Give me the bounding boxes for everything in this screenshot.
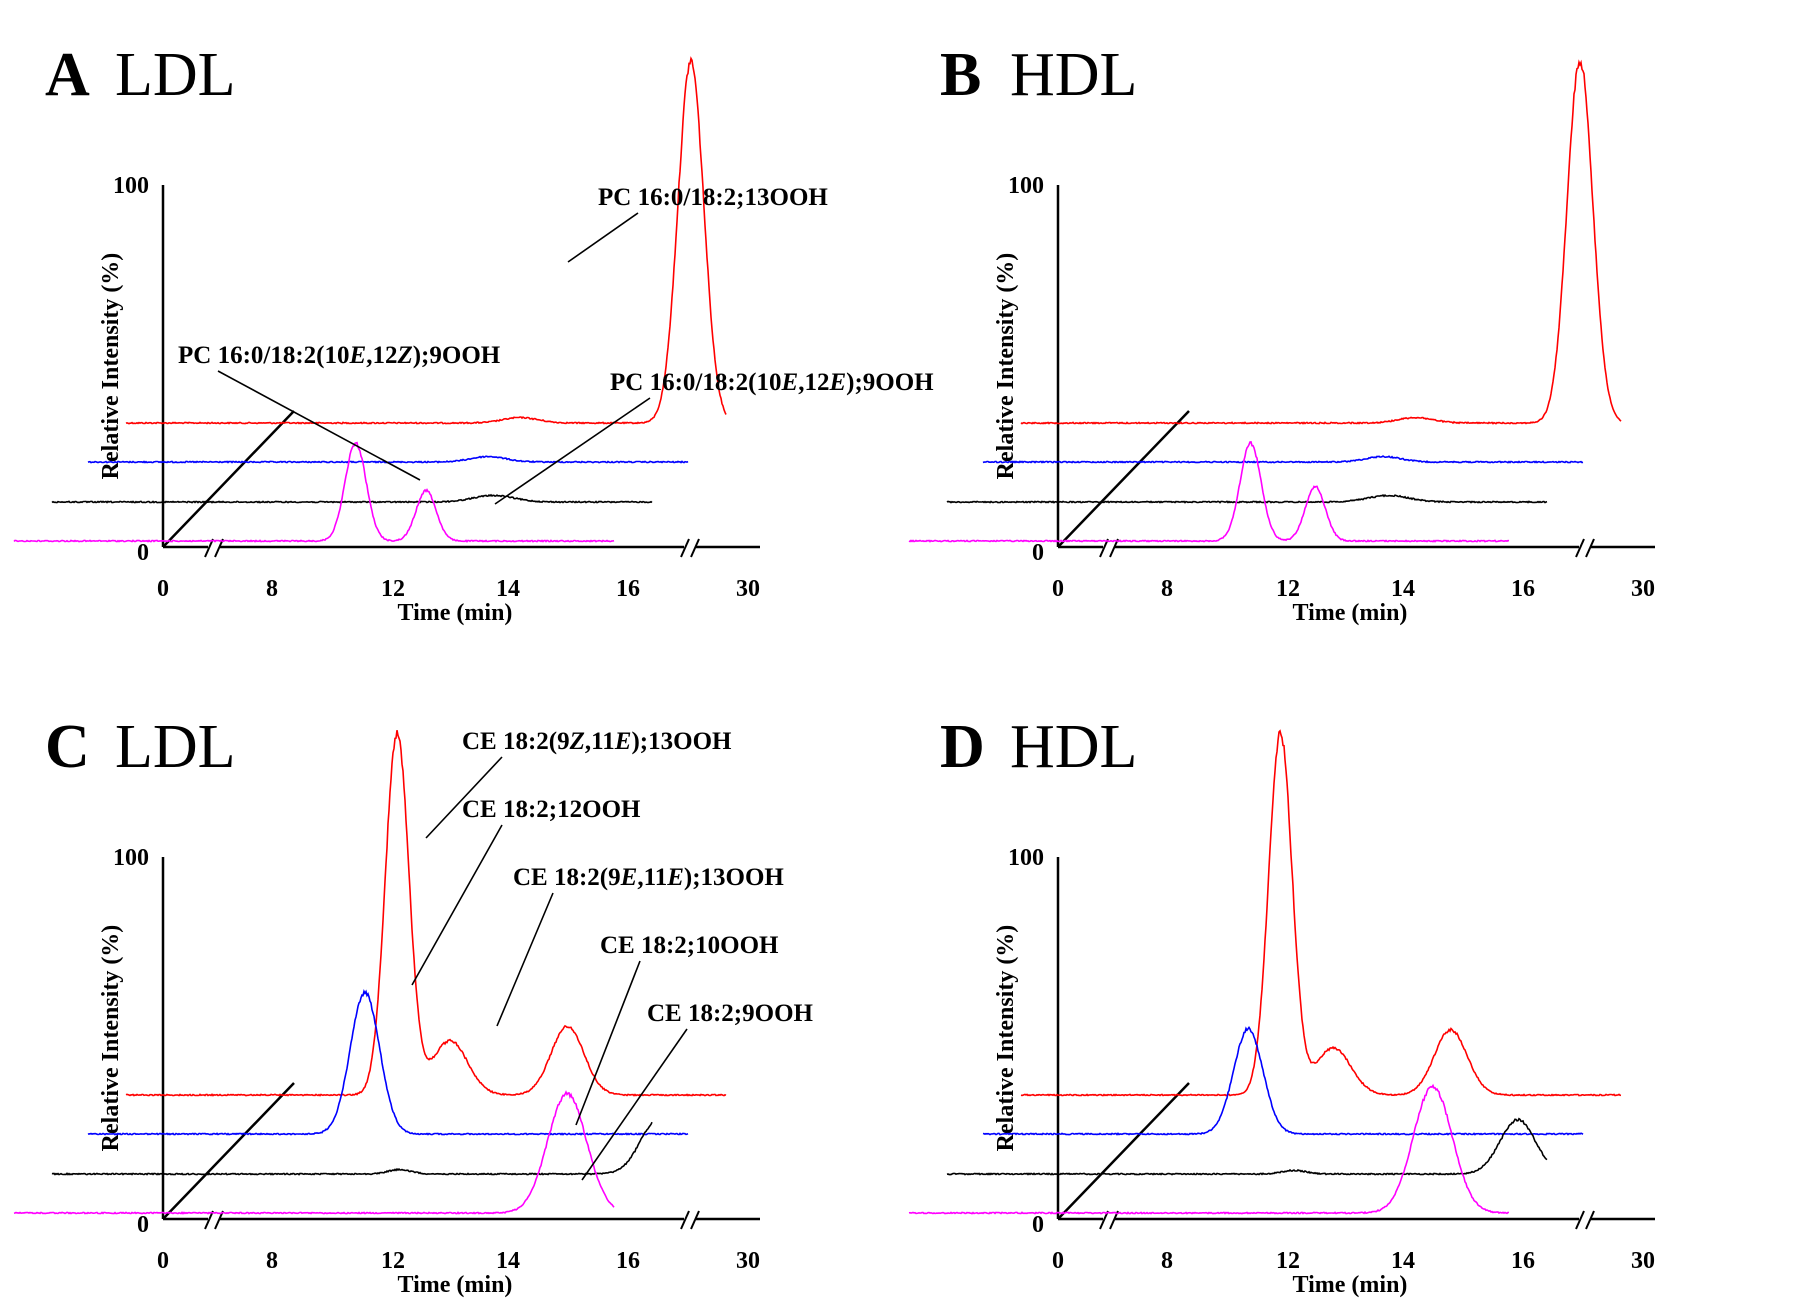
chromatogram-trace-2 (982, 455, 1584, 464)
x-tick-label: 8 (266, 1248, 278, 1274)
chromatogram-trace-3 (51, 493, 653, 504)
chromatogram-trace-1 (125, 56, 727, 425)
panel-letter: D (940, 713, 985, 781)
x-tick-label: 30 (1631, 1248, 1655, 1274)
x-tick-label: 14 (496, 576, 520, 602)
y-tick-label: 100 (113, 845, 149, 871)
x-axis-title: Time (min) (1293, 600, 1408, 626)
y-tick-label: 100 (1008, 845, 1044, 871)
x-tick-label: 0 (157, 1248, 169, 1274)
axis-break-mark (680, 538, 700, 558)
peak-annotation-label: CE 18:2(9Z,11E);13OOH (462, 728, 732, 755)
annotation-leader-line (411, 824, 503, 986)
panel-d: D HDL 100 00 8 12 14 16 30 Time (min) Relative Int… (908, 713, 1655, 1298)
x-tick-label: 30 (1631, 576, 1655, 602)
peak-annotation-label: CE 18:2;10OOH (600, 932, 779, 959)
annotation-leader-line (494, 397, 651, 505)
axis-break-mark (1099, 538, 1119, 558)
x-tick-label: 14 (496, 1248, 520, 1274)
x-tick-label: 16 (1511, 1248, 1535, 1274)
chromatogram-trace-3 (946, 1117, 1548, 1176)
peak-annotation-label: CE 18:2(9E,11E);13OOH (513, 864, 784, 891)
panel-letter: B (940, 41, 981, 109)
annotation-leader-line (425, 756, 503, 839)
chromatogram-trace-2 (87, 988, 689, 1136)
axis-break-mark (204, 538, 224, 558)
y-tick-label: 0 (1032, 1212, 1044, 1238)
y-axis-title: Relative Intensity (%) (98, 253, 124, 480)
x-axis-title: Time (min) (398, 600, 513, 626)
y-axis-title: Relative Intensity (%) (993, 253, 1019, 480)
x-tick-label: 14 (1391, 1248, 1415, 1274)
y-tick-label: 0 (137, 540, 149, 566)
chromatogram-trace-2 (87, 455, 689, 464)
panel-letter: A (45, 41, 90, 109)
x-axis-title: Time (min) (398, 1272, 513, 1298)
peak-annotation-label: PC 16:0/18:2;13OOH (598, 184, 828, 211)
x-tick-label: 12 (1276, 1248, 1300, 1274)
x-tick-label: 14 (1391, 576, 1415, 602)
peak-annotation-label: CE 18:2;12OOH (462, 796, 641, 823)
axis-break-mark (1099, 1210, 1119, 1230)
chromatogram-trace-3 (946, 493, 1548, 504)
chromatogram-trace-1 (1020, 729, 1622, 1097)
depth-axis (162, 1082, 295, 1220)
x-tick-label: 30 (736, 576, 760, 602)
peak-annotation-label: PC 16:0/18:2(10E,12E);9OOH (610, 369, 934, 396)
panel-title: LDL (115, 41, 236, 109)
x-tick-label: 16 (1511, 576, 1535, 602)
chromatogram-trace-3 (51, 1121, 653, 1176)
panel-c: C LDL 100 00 8 12 14 16 30 Time (min) Relative Int… (13, 713, 814, 1298)
panel-title: LDL (115, 713, 236, 781)
panel-title: HDL (1010, 713, 1137, 781)
x-tick-label: 16 (616, 576, 640, 602)
panel-b: B HDL 100 00 8 12 14 16 30 Time (min) Relative Int… (908, 41, 1655, 626)
y-axis-title: Relative Intensity (%) (98, 925, 124, 1152)
annotation-leader-line (581, 1028, 688, 1181)
x-tick-label: 12 (381, 1248, 405, 1274)
axis-break-mark (680, 1210, 700, 1230)
axis-break-mark (204, 1210, 224, 1230)
chromatogram-trace-2 (982, 1026, 1584, 1136)
depth-axis (1057, 410, 1190, 548)
x-tick-label: 12 (1276, 576, 1300, 602)
axis-break-mark (1575, 538, 1595, 558)
y-tick-label: 100 (113, 173, 149, 199)
depth-axis (1057, 1082, 1190, 1220)
axis-break-mark (1575, 1210, 1595, 1230)
chromatogram-trace-1 (125, 730, 727, 1097)
x-tick-label: 12 (381, 576, 405, 602)
chromatogram-trace-4 (13, 1090, 615, 1215)
chromatogram-trace-1 (1020, 59, 1622, 425)
chromatogram-trace-4 (13, 441, 615, 543)
annotation-leader-line (217, 370, 421, 481)
annotation-leader-line (567, 212, 639, 263)
y-tick-label: 100 (1008, 173, 1044, 199)
chromatogram-trace-4 (908, 1083, 1510, 1215)
annotation-leader-line (575, 960, 641, 1126)
x-tick-label: 16 (616, 1248, 640, 1274)
peak-annotation-label: CE 18:2;9OOH (647, 1000, 814, 1027)
x-tick-label: 8 (1161, 1248, 1173, 1274)
x-tick-label: 8 (1161, 576, 1173, 602)
panel-title: HDL (1010, 41, 1137, 109)
x-axis-title: Time (min) (1293, 1272, 1408, 1298)
x-tick-label: 30 (736, 1248, 760, 1274)
panel-a: A LDL 100 00 8 12 14 16 30 Time (min) Relative Int… (13, 41, 934, 626)
peak-annotation-label: PC 16:0/18:2(10E,12Z);9OOH (178, 342, 501, 369)
y-axis-title: Relative Intensity (%) (993, 925, 1019, 1152)
chromatogram-trace-4 (908, 441, 1510, 543)
y-tick-label: 0 (137, 1212, 149, 1238)
annotation-leader-line (496, 892, 554, 1027)
x-tick-label: 0 (157, 576, 169, 602)
panel-letter: C (45, 713, 90, 781)
x-tick-label: 0 (1052, 1248, 1064, 1274)
y-tick-label: 0 (1032, 540, 1044, 566)
depth-axis (162, 410, 295, 548)
x-tick-label: 0 (1052, 576, 1064, 602)
x-tick-label: 8 (266, 576, 278, 602)
